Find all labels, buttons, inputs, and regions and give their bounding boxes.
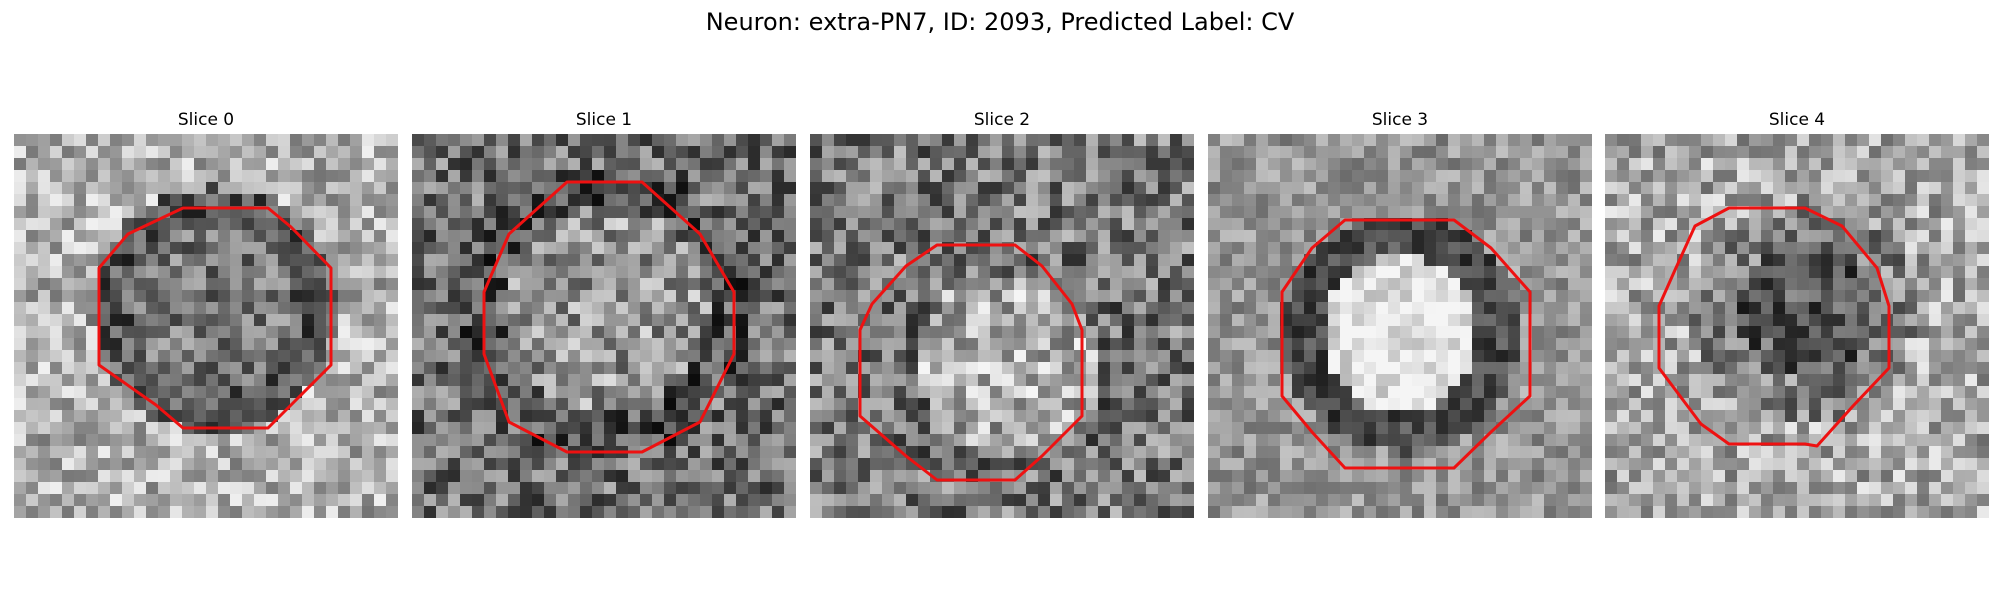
slice-pixels-3 [1208,134,1592,518]
slice-image-1 [412,134,796,518]
slice-image-2 [810,134,1194,518]
slice-pixels-0 [14,134,398,518]
slice-image-0 [14,134,398,518]
segmentation-contour-1 [482,180,736,454]
figure-title: Neuron: extra-PN7, ID: 2093, Predicted L… [705,8,1295,36]
slice-title-4: Slice 4 [1768,110,1826,130]
slice-title-1: Slice 1 [575,110,633,130]
slice-image-3 [1208,134,1592,518]
slice-pixels-4 [1605,134,1989,518]
slice-title-3: Slice 3 [1371,110,1429,130]
segmentation-contour-4 [1657,206,1891,448]
slice-pixels-2 [810,134,1194,518]
segmentation-contour-0 [97,206,333,430]
segmentation-contour-2 [858,243,1084,482]
slice-image-4 [1605,134,1989,518]
segmentation-contour-3 [1280,218,1532,470]
slice-title-2: Slice 2 [973,110,1031,130]
slice-pixels-1 [412,134,796,518]
slice-title-0: Slice 0 [177,110,235,130]
